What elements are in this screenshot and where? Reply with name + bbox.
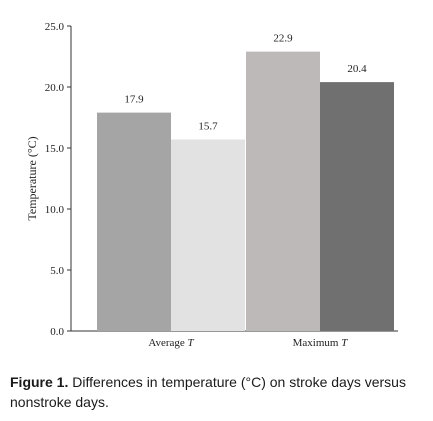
y-tick-label: 0.0 — [50, 326, 64, 338]
bars — [97, 51, 394, 332]
y-tick-label: 5.0 — [50, 265, 64, 277]
category-name: Average — [148, 337, 187, 349]
category-variable: T — [188, 337, 195, 349]
bar-1-2 — [171, 139, 245, 331]
bar-value-label: 20.4 — [347, 63, 367, 75]
bar-chart: 0.0 5.0 10.0 15.0 20.0 25.0 Temperature (°C) 1… — [25, 21, 398, 349]
x-category-label: Maximum T — [293, 337, 349, 349]
y-tick-label: 10.0 — [45, 204, 65, 216]
bar-1-1 — [97, 112, 171, 332]
y-tick-label: 15.0 — [45, 143, 65, 155]
bar-2-1 — [246, 51, 320, 332]
bar-value-label: 22.9 — [273, 33, 293, 45]
caption-text: Differences in temperature (°C) on strok… — [10, 374, 406, 410]
caption-label: Figure 1. — [10, 374, 69, 390]
y-axis-label: Temperature (°C) — [25, 136, 39, 220]
y-tick-label: 25.0 — [45, 21, 65, 33]
figure-caption: Figure 1. Differences in temperature (°C… — [10, 372, 425, 412]
labels: 17.9 15.7 Average T 22.9 20.4 Maximum T — [124, 33, 367, 349]
x-category-label: Average T — [148, 337, 194, 349]
y-tick-label: 20.0 — [45, 82, 65, 94]
category-name: Maximum — [293, 337, 342, 349]
bar-value-label: 17.9 — [124, 94, 144, 106]
category-variable: T — [341, 337, 348, 349]
chart-svg: 0.0 5.0 10.0 15.0 20.0 25.0 Temperature (°C) 1… — [25, 21, 398, 349]
bar-value-label: 15.7 — [198, 120, 218, 132]
bar-2-2 — [320, 82, 394, 332]
